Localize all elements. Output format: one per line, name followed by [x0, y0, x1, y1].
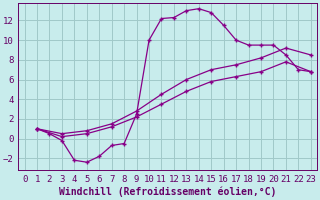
X-axis label: Windchill (Refroidissement éolien,°C): Windchill (Refroidissement éolien,°C): [59, 187, 276, 197]
